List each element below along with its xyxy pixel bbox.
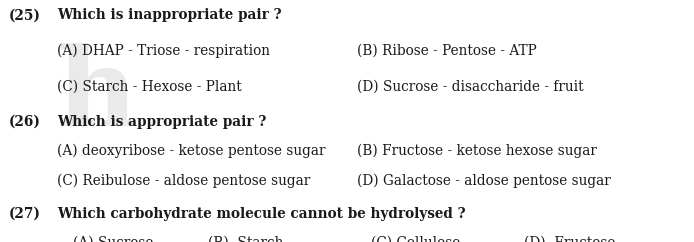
Text: (B) Ribose - Pentose - ATP: (B) Ribose - Pentose - ATP xyxy=(357,44,537,58)
Text: (A) deoxyribose - ketose pentose sugar: (A) deoxyribose - ketose pentose sugar xyxy=(57,144,325,158)
Text: (A) Sucrose: (A) Sucrose xyxy=(73,235,153,242)
Text: (27): (27) xyxy=(8,207,40,221)
Text: (26): (26) xyxy=(8,114,40,129)
Text: Which is inappropriate pair ?: Which is inappropriate pair ? xyxy=(57,8,282,22)
Text: (B)  Starch: (B) Starch xyxy=(208,235,284,242)
Text: (B) Fructose - ketose hexose sugar: (B) Fructose - ketose hexose sugar xyxy=(357,144,598,158)
Text: (C) Cellulose: (C) Cellulose xyxy=(371,235,461,242)
Text: (D) Sucrose - disaccharide - fruit: (D) Sucrose - disaccharide - fruit xyxy=(357,80,584,94)
Text: Which is appropriate pair ?: Which is appropriate pair ? xyxy=(57,114,266,129)
Text: (25): (25) xyxy=(8,8,40,22)
Text: (D) Galactose - aldose pentose sugar: (D) Galactose - aldose pentose sugar xyxy=(357,173,611,188)
Text: Which carbohydrate molecule cannot be hydrolysed ?: Which carbohydrate molecule cannot be hy… xyxy=(57,207,466,221)
Text: (C) Starch - Hexose - Plant: (C) Starch - Hexose - Plant xyxy=(57,80,242,94)
Text: (D)  Fructose: (D) Fructose xyxy=(524,235,616,242)
Text: (C) Reibulose - aldose pentose sugar: (C) Reibulose - aldose pentose sugar xyxy=(57,173,310,188)
Text: (A) DHAP - Triose - respiration: (A) DHAP - Triose - respiration xyxy=(57,44,270,58)
Text: h: h xyxy=(57,43,137,150)
